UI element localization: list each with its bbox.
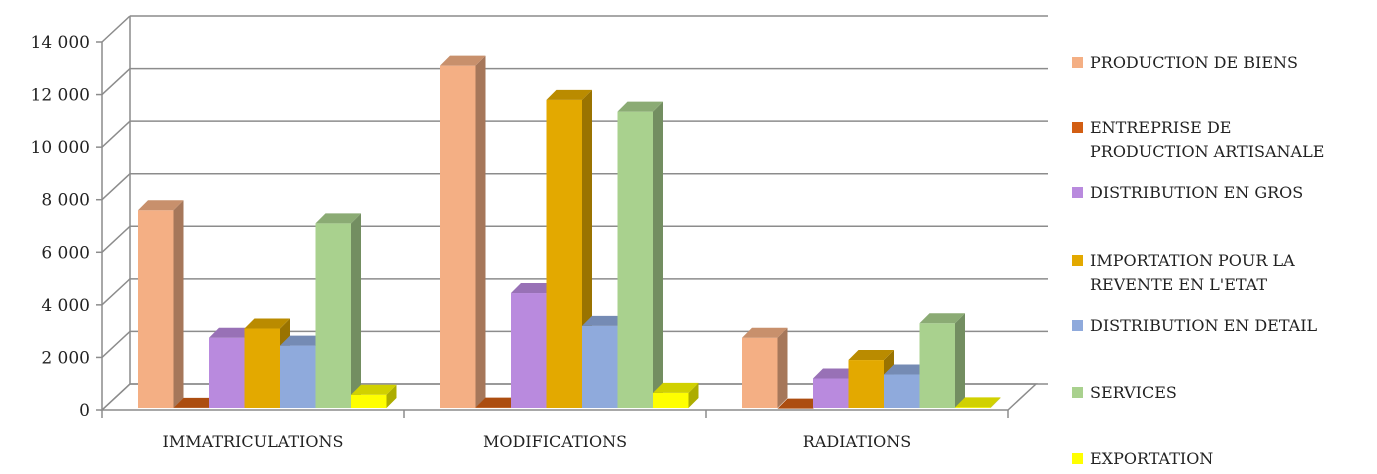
legend-swatch bbox=[1072, 122, 1083, 133]
bar bbox=[138, 200, 184, 408]
legend-label: EXPORTATION bbox=[1090, 449, 1213, 468]
bar bbox=[351, 385, 397, 408]
bar-front bbox=[742, 338, 778, 408]
bar-front bbox=[138, 210, 174, 408]
bar-front bbox=[955, 407, 991, 408]
bar-front bbox=[884, 375, 920, 408]
bar-side bbox=[476, 56, 486, 408]
bar-front bbox=[209, 338, 245, 408]
bar-side bbox=[955, 313, 965, 408]
bar-front bbox=[245, 329, 281, 408]
gridline-side bbox=[102, 121, 130, 147]
bar bbox=[742, 328, 788, 408]
y-tick-label: 14 000 bbox=[31, 33, 90, 53]
bar-front bbox=[511, 293, 547, 408]
gridline-side bbox=[102, 331, 130, 357]
legend-label: DISTRIBUTION EN GROS bbox=[1090, 183, 1303, 202]
legend-item: EXPORTATION bbox=[1072, 449, 1213, 468]
bar-front bbox=[547, 100, 583, 408]
legend-swatch bbox=[1072, 255, 1083, 266]
bar-front bbox=[653, 393, 689, 408]
y-tick-label: 2 000 bbox=[41, 348, 90, 368]
gridline-side bbox=[102, 174, 130, 200]
bar-front bbox=[440, 66, 476, 408]
y-tick-label: 10 000 bbox=[31, 138, 90, 158]
legend-label: PRODUCTION DE BIENS bbox=[1090, 53, 1298, 72]
bar-side bbox=[351, 213, 361, 408]
bar-front bbox=[582, 326, 618, 408]
legend-swatch bbox=[1072, 187, 1083, 198]
bar-side bbox=[653, 102, 663, 408]
legend-swatch bbox=[1072, 57, 1083, 68]
bar-group-modifications bbox=[440, 56, 699, 408]
bar-side bbox=[778, 328, 788, 408]
y-tick-label: 4 000 bbox=[41, 296, 90, 316]
x-tick-label: MODIFICATIONS bbox=[483, 432, 627, 451]
bar-front bbox=[316, 223, 352, 408]
gridline-side bbox=[102, 279, 130, 305]
legend-swatch bbox=[1072, 320, 1083, 331]
y-tick-label: 12 000 bbox=[31, 86, 90, 106]
legend-label: DISTRIBUTION EN DETAIL bbox=[1090, 316, 1318, 335]
x-tick-label: RADIATIONS bbox=[803, 432, 912, 451]
bar-front bbox=[813, 378, 849, 408]
legend-swatch bbox=[1072, 453, 1083, 464]
legend-item: SERVICES bbox=[1072, 383, 1177, 402]
legend-item: DISTRIBUTION EN DETAIL bbox=[1072, 316, 1318, 335]
legend-item: PRODUCTION DE BIENS bbox=[1072, 53, 1298, 72]
legend-swatch bbox=[1072, 387, 1083, 398]
bar-front bbox=[351, 395, 387, 408]
bar-front bbox=[920, 323, 956, 408]
bar bbox=[316, 213, 362, 408]
gridline-side bbox=[102, 16, 130, 42]
legend-label: SERVICES bbox=[1090, 383, 1177, 402]
bar-front bbox=[280, 346, 316, 408]
legend-item: DISTRIBUTION EN GROS bbox=[1072, 183, 1303, 202]
bar bbox=[440, 56, 486, 408]
bar-front bbox=[618, 112, 654, 408]
y-tick-label: 0 bbox=[79, 401, 90, 421]
gridline-side bbox=[102, 226, 130, 252]
bar bbox=[618, 102, 664, 408]
bar-side bbox=[174, 200, 184, 408]
bar bbox=[653, 383, 699, 408]
bar bbox=[920, 313, 966, 408]
y-tick-label: 6 000 bbox=[41, 243, 90, 263]
x-tick-label: IMMATRICULATIONS bbox=[163, 432, 344, 451]
gridline-side bbox=[102, 69, 130, 95]
y-tick-label: 8 000 bbox=[41, 191, 90, 211]
bar-front bbox=[849, 360, 885, 408]
